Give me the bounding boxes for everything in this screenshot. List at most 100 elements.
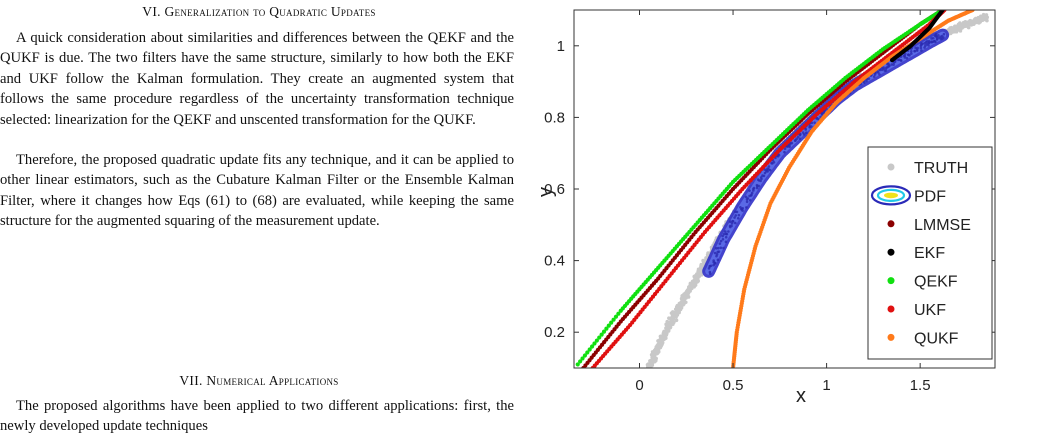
pdf-point: [708, 272, 712, 276]
truth-point: [665, 319, 670, 324]
qekf-point: [613, 314, 619, 319]
pdf-point: [734, 210, 737, 214]
legend-marker-lmmse: [887, 220, 895, 228]
pdf-point: [872, 75, 876, 78]
pdf-point: [730, 222, 734, 225]
pdf-point: [716, 250, 720, 254]
truth-point: [963, 19, 968, 24]
pdf-point: [876, 70, 880, 73]
qekf-point: [592, 341, 597, 346]
pdf-point: [737, 213, 741, 217]
pdf-point: [863, 81, 866, 84]
pdf-point: [736, 216, 740, 220]
qekf-point: [582, 353, 588, 358]
x-tick-label: 0: [635, 377, 643, 394]
truth-point: [658, 334, 663, 339]
truth-point: [670, 312, 675, 317]
legend-marker-ukf: [887, 305, 895, 313]
qekf-point: [606, 323, 611, 328]
pdf-point: [744, 195, 748, 199]
legend-marker-qukf: [887, 333, 895, 341]
paragraph-numerical-applications-1: The proposed algorithms have been applie…: [0, 398, 514, 435]
qukf-point: [970, 10, 975, 13]
pdf-point: [745, 200, 749, 204]
truth-point: [956, 25, 961, 30]
pdf-point: [892, 63, 895, 66]
pdf-point: [759, 176, 763, 179]
section-heading-numerical-applications: VII. Numerical Applications: [179, 373, 339, 388]
paragraph-generalization-1: A quick consideration about similarities…: [0, 30, 514, 128]
pdf-point: [933, 39, 936, 43]
pdf-point: [783, 147, 787, 151]
pdf-point: [893, 60, 897, 63]
truth-point: [676, 304, 680, 309]
pdf-point: [795, 137, 798, 141]
pdf-point: [770, 161, 773, 165]
pdf-point: [731, 219, 734, 223]
truth-point: [649, 352, 654, 357]
pdf-point: [719, 239, 723, 243]
truth-point: [660, 341, 665, 345]
pdf-point: [927, 43, 930, 47]
truth-point: [981, 12, 986, 17]
qekf-point: [578, 359, 583, 364]
pdf-point: [916, 46, 920, 50]
pdf-point: [915, 49, 919, 52]
pdf-point: [930, 37, 933, 40]
pdf-point: [903, 52, 907, 56]
pdf-point: [766, 167, 769, 170]
pdf-point: [750, 193, 753, 197]
pdf-point: [712, 259, 715, 262]
pdf-point: [924, 40, 928, 44]
pdf-point: [920, 42, 923, 45]
pdf-point: [884, 69, 888, 72]
pdf-point: [716, 258, 720, 262]
legend-label-pdf: PDF: [914, 188, 946, 205]
pdf-point: [882, 66, 885, 69]
qekf-point: [609, 320, 614, 325]
pdf-point: [767, 165, 771, 168]
pdf-point: [752, 186, 756, 190]
pdf-point: [716, 246, 720, 250]
pdf-point: [733, 221, 737, 225]
qekf-point: [599, 332, 604, 337]
x-axis-label: x: [796, 385, 806, 407]
truth-point: [958, 21, 962, 25]
pdf-point: [715, 253, 719, 256]
legend-label-ukf: UKF: [914, 302, 946, 319]
pdf-point: [887, 64, 891, 68]
ekf-point: [940, 10, 945, 13]
truth-point: [666, 323, 671, 328]
truth-point: [670, 318, 675, 323]
pdf-point: [721, 237, 725, 241]
pdf-point: [722, 232, 726, 236]
qekf-point: [597, 335, 602, 340]
truth-point: [983, 17, 987, 22]
qekf-point: [594, 338, 599, 343]
pdf-point: [721, 234, 724, 238]
qekf-point: [585, 350, 590, 355]
legend-pdf-icon-core: [884, 192, 898, 199]
x-tick-label: 1.5: [910, 377, 931, 394]
pdf-point: [707, 267, 711, 270]
pdf-point: [865, 79, 868, 83]
truth-point: [662, 329, 666, 334]
legend-label-ekf: EKF: [914, 245, 945, 262]
truth-point: [648, 359, 652, 363]
pdf-point: [907, 53, 910, 57]
pdf-point: [761, 174, 764, 177]
y-axis-label: y: [535, 187, 557, 197]
pdf-point: [725, 232, 729, 236]
truth-point: [670, 310, 675, 314]
pdf-point: [788, 144, 791, 147]
qekf-point: [601, 329, 607, 334]
pdf-point: [941, 37, 944, 40]
y-tick-label: 0.2: [544, 324, 565, 341]
pdf-point: [728, 220, 732, 224]
section-heading-generalization: VI. Generalization to Quadratic Updates: [142, 4, 376, 19]
pdf-point: [724, 235, 728, 239]
pdf-point: [899, 59, 903, 62]
y-tick-label: 0.4: [544, 253, 565, 270]
legend-pdf-icon-mid: [876, 188, 906, 202]
pdf-point: [810, 125, 813, 128]
